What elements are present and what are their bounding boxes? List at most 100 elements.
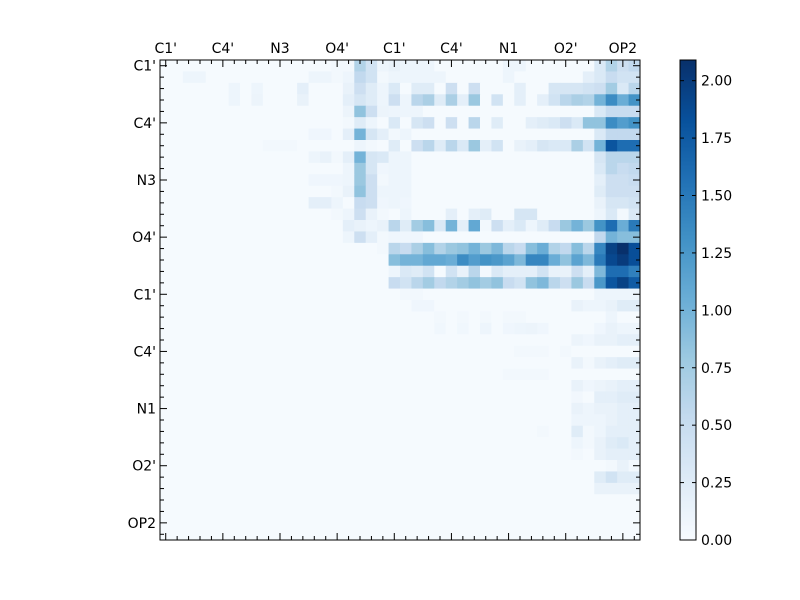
heatmap-cell <box>502 265 515 278</box>
heatmap-cell <box>377 345 389 358</box>
heatmap-cell <box>514 174 527 187</box>
heatmap-cell <box>308 94 321 107</box>
heatmap-cell <box>342 208 355 221</box>
heatmap-cell <box>194 414 207 427</box>
colorbar-segment <box>680 198 696 201</box>
heatmap-cell <box>217 277 229 289</box>
heatmap-cell <box>297 117 309 129</box>
heatmap-cell <box>445 482 458 495</box>
heatmap-cell <box>182 128 195 141</box>
heatmap-cell <box>228 414 241 427</box>
heatmap-cell <box>388 242 401 255</box>
heatmap-cell <box>388 357 401 369</box>
heatmap-cell <box>320 402 332 415</box>
heatmap-cell <box>445 208 458 221</box>
heatmap-cell <box>548 185 561 198</box>
heatmap-cells <box>160 60 641 541</box>
colorbar-segment <box>680 136 696 139</box>
heatmap-cell <box>605 357 618 369</box>
heatmap-cell <box>491 414 504 427</box>
heatmap-cell <box>445 414 458 427</box>
heatmap-cell <box>377 140 389 152</box>
heatmap-cell <box>251 345 264 358</box>
heatmap-cell <box>240 368 252 381</box>
heatmap-cell <box>617 482 629 495</box>
heatmap-cell <box>468 151 481 164</box>
heatmap-cell <box>240 94 252 107</box>
heatmap-cell <box>228 380 241 392</box>
heatmap-cell <box>400 368 412 381</box>
heatmap-cell <box>422 185 435 198</box>
x-tick-label: OP2 <box>609 41 637 57</box>
heatmap-cell <box>560 117 572 129</box>
heatmap-cell <box>308 528 321 541</box>
colorbar-segment <box>680 86 696 89</box>
heatmap-cell <box>457 380 469 392</box>
heatmap-cell <box>217 162 229 175</box>
heatmap-cell <box>354 151 367 164</box>
heatmap-cell <box>537 174 549 187</box>
heatmap-cell <box>582 231 595 244</box>
heatmap-cell <box>434 117 447 129</box>
heatmap-cell <box>251 460 264 472</box>
colorbar-segment <box>680 370 696 373</box>
heatmap-cell <box>262 277 275 289</box>
heatmap-cell <box>514 128 527 141</box>
heatmap-cell <box>548 311 561 324</box>
colorbar-segment <box>680 134 696 137</box>
heatmap-cell <box>205 380 218 392</box>
heatmap-cell <box>422 254 435 267</box>
heatmap-cell <box>445 231 458 244</box>
colorbar-segment <box>680 412 696 415</box>
heatmap-cell <box>434 300 447 312</box>
heatmap-cell <box>285 517 298 529</box>
colorbar-segment <box>680 524 696 527</box>
heatmap-cell <box>502 288 515 301</box>
heatmap-cell <box>457 60 469 72</box>
heatmap-cell <box>182 391 195 404</box>
heatmap-cell <box>445 448 458 461</box>
heatmap-cell <box>571 517 584 529</box>
heatmap-cell <box>525 71 538 84</box>
heatmap-cell <box>205 242 218 255</box>
heatmap-cell <box>411 185 424 198</box>
heatmap-cell <box>182 300 195 312</box>
heatmap-cell <box>194 505 207 518</box>
heatmap-cell <box>171 288 184 301</box>
heatmap-cell <box>240 425 252 438</box>
heatmap-cell <box>582 60 595 72</box>
heatmap-cell <box>285 265 298 278</box>
heatmap-cell <box>548 128 561 141</box>
y-tick-label: N3 <box>137 173 156 189</box>
heatmap-cell <box>320 391 332 404</box>
colorbar-segment <box>680 216 696 219</box>
colorbar-segment <box>680 280 696 283</box>
heatmap-cell <box>182 220 195 232</box>
heatmap-cell <box>560 391 572 404</box>
heatmap-cell <box>605 505 618 518</box>
colorbar-segment <box>680 148 696 151</box>
heatmap-cell <box>217 402 229 415</box>
heatmap-cell <box>537 60 549 72</box>
heatmap-cell <box>582 254 595 267</box>
heatmap-cell <box>171 105 184 118</box>
heatmap-cell <box>171 60 184 72</box>
heatmap-cell <box>182 368 195 381</box>
heatmap-cell <box>560 231 572 244</box>
heatmap-cell <box>160 151 172 164</box>
heatmap-cell <box>342 231 355 244</box>
colorbar-segment <box>680 88 696 91</box>
heatmap-cell <box>388 231 401 244</box>
heatmap-cell <box>285 357 298 369</box>
heatmap-cell <box>560 380 572 392</box>
heatmap-cell <box>582 482 595 495</box>
heatmap-cell <box>377 505 389 518</box>
colorbar-segment <box>680 340 696 343</box>
heatmap-cell <box>377 60 389 72</box>
heatmap-cell <box>274 117 287 129</box>
heatmap-cell <box>308 128 321 141</box>
heatmap-cell <box>171 185 184 198</box>
heatmap-cell <box>594 265 607 278</box>
heatmap-cell <box>468 528 481 541</box>
heatmap-cell <box>160 437 172 449</box>
